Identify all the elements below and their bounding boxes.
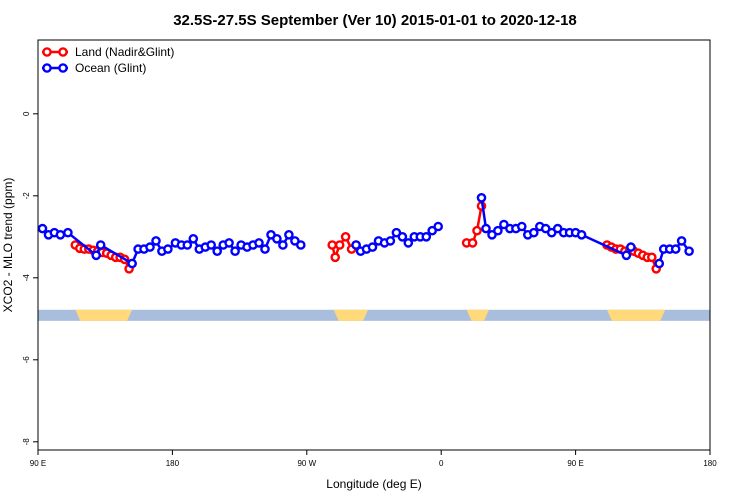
series-1 xyxy=(37,192,694,269)
y-tick-label: -6 xyxy=(22,356,31,364)
data-point xyxy=(127,258,137,269)
data-point xyxy=(163,244,173,254)
legend-swatch-marker xyxy=(42,63,52,73)
data-point xyxy=(188,233,199,244)
data-point xyxy=(481,223,491,234)
x-axis: 90 E 180 90 W 0 90 E 180 xyxy=(30,450,717,468)
data-point xyxy=(427,225,438,236)
x-axis-label: Longitude (deg E) xyxy=(326,477,421,491)
series-0 xyxy=(70,201,665,274)
x-tick-label: 90 E xyxy=(567,459,583,468)
land-bar-segment xyxy=(333,309,369,321)
data-point xyxy=(330,252,341,263)
plot-area xyxy=(37,192,710,321)
data-point xyxy=(206,240,216,250)
legend: Land (Nadir&Glint) Ocean (Glint) xyxy=(42,45,174,75)
legend-swatch-marker xyxy=(42,47,52,57)
series-line xyxy=(466,205,483,245)
data-point xyxy=(55,229,66,240)
data-point xyxy=(684,246,694,256)
data-point xyxy=(670,244,681,254)
y-axis: 0 -2 -4 -6 -8 xyxy=(22,111,38,445)
data-point xyxy=(626,242,636,252)
chart-title: 32.5S-27.5S September (Ver 10) 2015-01-0… xyxy=(173,12,577,29)
y-tick-label: 0 xyxy=(22,111,31,116)
data-point xyxy=(212,246,222,256)
data-point xyxy=(37,223,48,234)
data-point xyxy=(340,231,351,242)
legend-label: Ocean (Glint) xyxy=(75,61,146,75)
data-point xyxy=(224,238,234,248)
legend-label: Land (Nadir&Glint) xyxy=(75,45,174,59)
data-point xyxy=(576,229,587,240)
data-point xyxy=(621,250,632,261)
data-point xyxy=(91,250,101,261)
y-tick-label: -8 xyxy=(22,438,31,446)
legend-swatch-marker xyxy=(58,47,68,57)
data-point xyxy=(230,246,240,256)
x-tick-label: 180 xyxy=(166,459,180,468)
data-point xyxy=(295,240,306,250)
land-bar-segment xyxy=(606,309,666,321)
data-point xyxy=(63,227,73,238)
data-point xyxy=(421,231,432,242)
x-tick-label: 180 xyxy=(703,459,717,468)
land-bar-segment xyxy=(466,309,489,321)
data-point xyxy=(351,240,361,250)
data-point xyxy=(272,233,282,244)
x-tick-label: 90 E xyxy=(30,459,46,468)
y-tick-label: -2 xyxy=(22,192,31,200)
data-point xyxy=(284,229,294,240)
legend-swatch-marker xyxy=(58,63,68,73)
data-point xyxy=(95,240,106,250)
data-point xyxy=(367,242,378,252)
data-point xyxy=(476,192,487,203)
legend-item-0: Land (Nadir&Glint) xyxy=(42,45,174,59)
data-point xyxy=(676,236,687,246)
data-point xyxy=(493,225,503,236)
data-point xyxy=(472,225,482,236)
x-tick-label: 0 xyxy=(439,459,444,468)
legend-item-1: Ocean (Glint) xyxy=(42,61,146,75)
data-point xyxy=(467,238,478,248)
y-axis-label: XCO2 - MLO trend (ppm) xyxy=(1,178,15,313)
data-point xyxy=(182,240,193,250)
plot-frame xyxy=(37,39,711,451)
data-point xyxy=(254,238,264,248)
ocean-bar xyxy=(38,309,710,321)
data-point xyxy=(654,258,665,269)
data-point xyxy=(151,236,161,246)
data-point xyxy=(403,238,414,248)
data-point xyxy=(433,221,444,232)
data-point xyxy=(260,244,270,254)
data-point xyxy=(529,227,539,238)
x-tick-label: 90 W xyxy=(297,459,316,468)
data-point xyxy=(397,231,408,242)
data-point xyxy=(517,221,527,232)
data-point xyxy=(647,252,657,263)
data-point xyxy=(385,236,396,246)
data-point xyxy=(145,242,155,252)
land-bar-segment xyxy=(75,309,133,321)
data-point xyxy=(278,240,288,250)
data-point xyxy=(334,240,345,250)
data-point xyxy=(327,240,338,250)
y-tick-label: -4 xyxy=(22,274,31,282)
